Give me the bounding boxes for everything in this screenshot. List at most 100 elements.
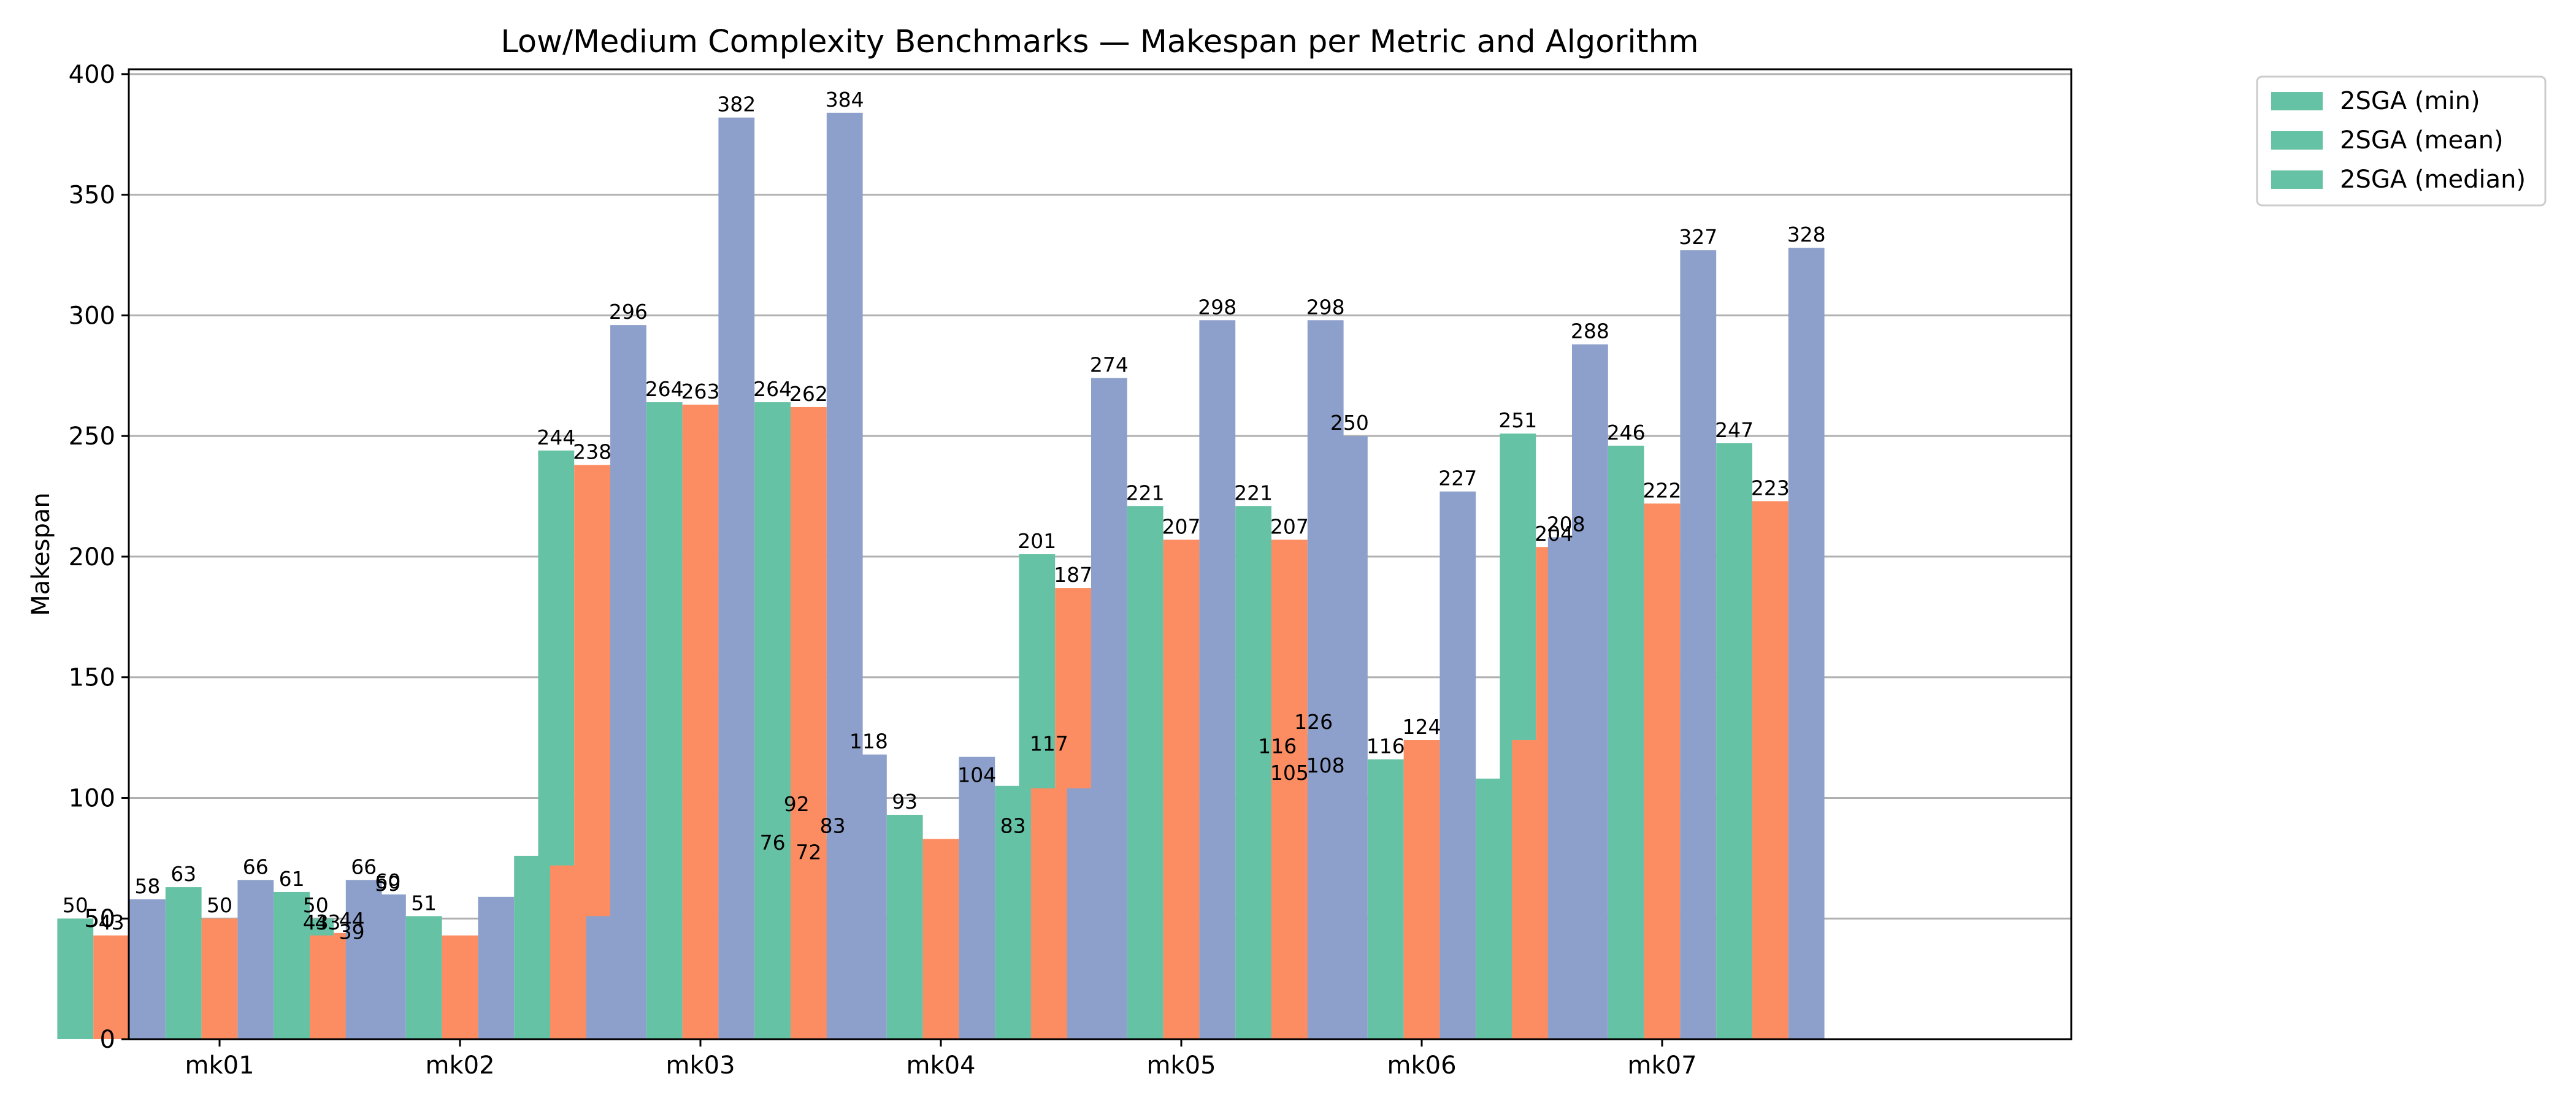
bar — [478, 896, 515, 1039]
data-label: 66 — [243, 855, 269, 879]
data-label: 296 — [609, 300, 648, 324]
data-label: 72 — [795, 841, 821, 864]
data-label: 93 — [892, 790, 918, 814]
data-label: 264 — [645, 377, 684, 401]
bar — [405, 916, 442, 1039]
data-label: 83 — [1000, 814, 1026, 837]
bar — [1367, 759, 1404, 1039]
data-label: 201 — [1018, 529, 1056, 553]
legend: 2SGA (min) 2SGA (mean) 2SGA (median) — [2256, 75, 2547, 207]
data-label: 51 — [411, 891, 437, 915]
bar — [1067, 788, 1103, 1039]
data-label: 227 — [1438, 467, 1477, 490]
bar — [959, 757, 995, 1039]
y-tick-label: 50 — [84, 905, 115, 933]
legend-entry: 2SGA (min) — [2340, 87, 2480, 115]
data-label: 264 — [753, 377, 792, 401]
data-label: 207 — [1270, 514, 1309, 538]
legend-entry: 2SGA (mean) — [2340, 126, 2504, 154]
data-label: 44 — [339, 908, 365, 932]
data-label: 116 — [1258, 734, 1297, 758]
data-label: 58 — [134, 874, 160, 898]
data-label: 43 — [303, 910, 329, 934]
bar — [922, 839, 959, 1039]
data-label: 43 — [99, 910, 125, 934]
legend-swatch — [2271, 92, 2323, 110]
bar — [1644, 503, 1681, 1039]
bar — [1512, 740, 1548, 1039]
legend-swatch — [2271, 170, 2323, 189]
data-label: 251 — [1498, 408, 1537, 432]
data-label: 105 — [1270, 761, 1309, 785]
bar — [1235, 506, 1271, 1039]
data-label: 66 — [351, 855, 377, 879]
data-label: 328 — [1787, 223, 1826, 246]
data-label: 382 — [717, 93, 756, 116]
x-tick-label: mk05 — [1146, 1051, 1216, 1080]
data-label: 208 — [1547, 512, 1585, 536]
bar — [1403, 740, 1440, 1039]
bar — [442, 935, 478, 1039]
data-label: 39 — [339, 920, 365, 944]
bar — [1788, 248, 1825, 1040]
data-label: 298 — [1198, 295, 1236, 319]
bar — [1608, 445, 1644, 1039]
y-axis-label: Makespan — [27, 492, 55, 616]
bar — [1307, 320, 1344, 1039]
data-label: 76 — [760, 831, 786, 855]
data-label: 124 — [1403, 715, 1441, 739]
data-label: 118 — [849, 730, 888, 753]
data-label: 221 — [1126, 481, 1165, 505]
chart-title: Low/Medium Complexity Benchmarks — Makes… — [500, 24, 1698, 60]
bar — [1127, 506, 1163, 1039]
bar — [1439, 491, 1476, 1039]
bar — [274, 891, 310, 1039]
bar — [646, 402, 683, 1039]
data-label: 116 — [1367, 734, 1405, 758]
bar — [514, 855, 550, 1039]
x-tick-label: mk02 — [425, 1051, 494, 1080]
data-label: 126 — [1294, 710, 1333, 734]
legend-frame — [2256, 75, 2547, 207]
bar — [718, 117, 755, 1040]
data-label: 250 — [1330, 411, 1369, 435]
data-label: 244 — [537, 425, 575, 449]
bar — [1680, 250, 1717, 1039]
data-label: 207 — [1162, 514, 1201, 538]
data-label: 50 — [63, 893, 88, 917]
bar — [1547, 537, 1584, 1039]
bar — [682, 405, 719, 1039]
y-tick-label: 100 — [69, 784, 115, 812]
data-label: 43 — [315, 910, 340, 934]
data-label: 247 — [1715, 418, 1754, 442]
bar — [1752, 501, 1788, 1039]
bar — [310, 935, 346, 1039]
y-tick-label: 200 — [69, 543, 115, 571]
data-label: 204 — [1535, 522, 1573, 546]
y-tick-label: 350 — [69, 181, 115, 210]
bar — [165, 887, 202, 1039]
bars — [57, 112, 1825, 1040]
data-labels: 5043586350666143665044605124423829626426… — [63, 88, 1826, 944]
data-label: 222 — [1643, 478, 1682, 502]
y-tick-label: 250 — [69, 422, 115, 451]
legend-entry: 2SGA (median) — [2340, 166, 2526, 194]
data-label: 246 — [1607, 421, 1646, 444]
bar — [345, 880, 382, 1039]
data-label: 108 — [1306, 753, 1345, 777]
bar — [886, 815, 923, 1039]
data-label: 221 — [1234, 481, 1273, 505]
data-label: 61 — [279, 867, 305, 891]
bar — [1271, 540, 1308, 1039]
x-axis: mk01 mk02 mk03 mk04 mk05 mk06 mk07 — [185, 1039, 1697, 1080]
bar — [201, 918, 238, 1039]
data-label: 384 — [826, 88, 864, 112]
bar — [93, 935, 129, 1039]
y-tick-label: 150 — [69, 664, 115, 692]
data-label: 59 — [375, 872, 401, 896]
x-tick-label: mk04 — [906, 1051, 975, 1080]
data-label: 60 — [375, 869, 401, 893]
data-label: 288 — [1571, 319, 1609, 343]
data-label: 327 — [1679, 225, 1717, 249]
